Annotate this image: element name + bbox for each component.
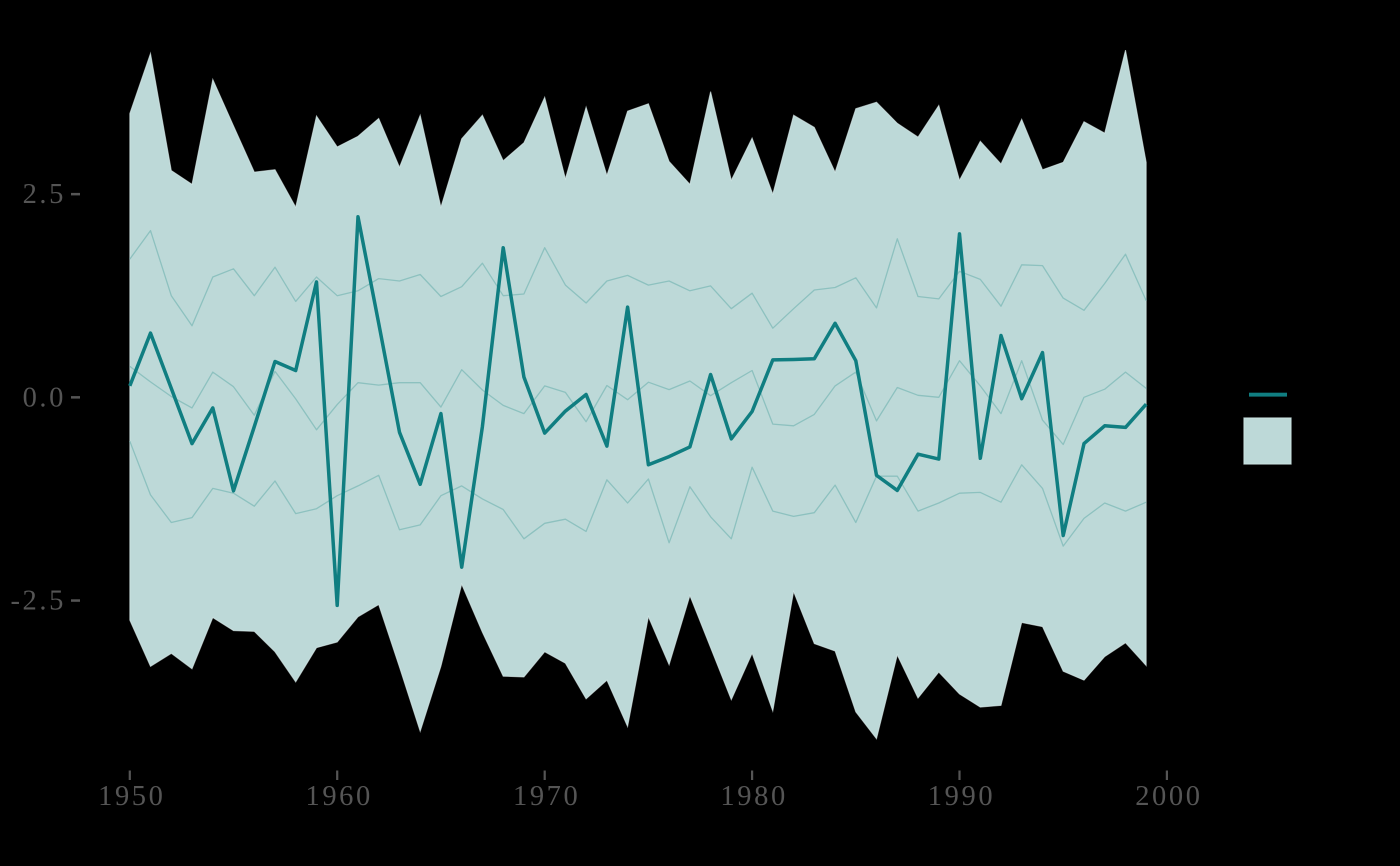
svg-text:1970: 1970 (513, 781, 580, 812)
svg-text:1990: 1990 (928, 781, 995, 812)
svg-text:1950: 1950 (98, 781, 165, 812)
svg-text:0.0: 0.0 (23, 382, 66, 413)
svg-text:2.5: 2.5 (23, 179, 66, 210)
svg-text:1960: 1960 (305, 781, 372, 812)
svg-text:-2.5: -2.5 (10, 586, 66, 617)
svg-text:2000: 2000 (1135, 781, 1202, 812)
svg-text:1980: 1980 (720, 781, 787, 812)
